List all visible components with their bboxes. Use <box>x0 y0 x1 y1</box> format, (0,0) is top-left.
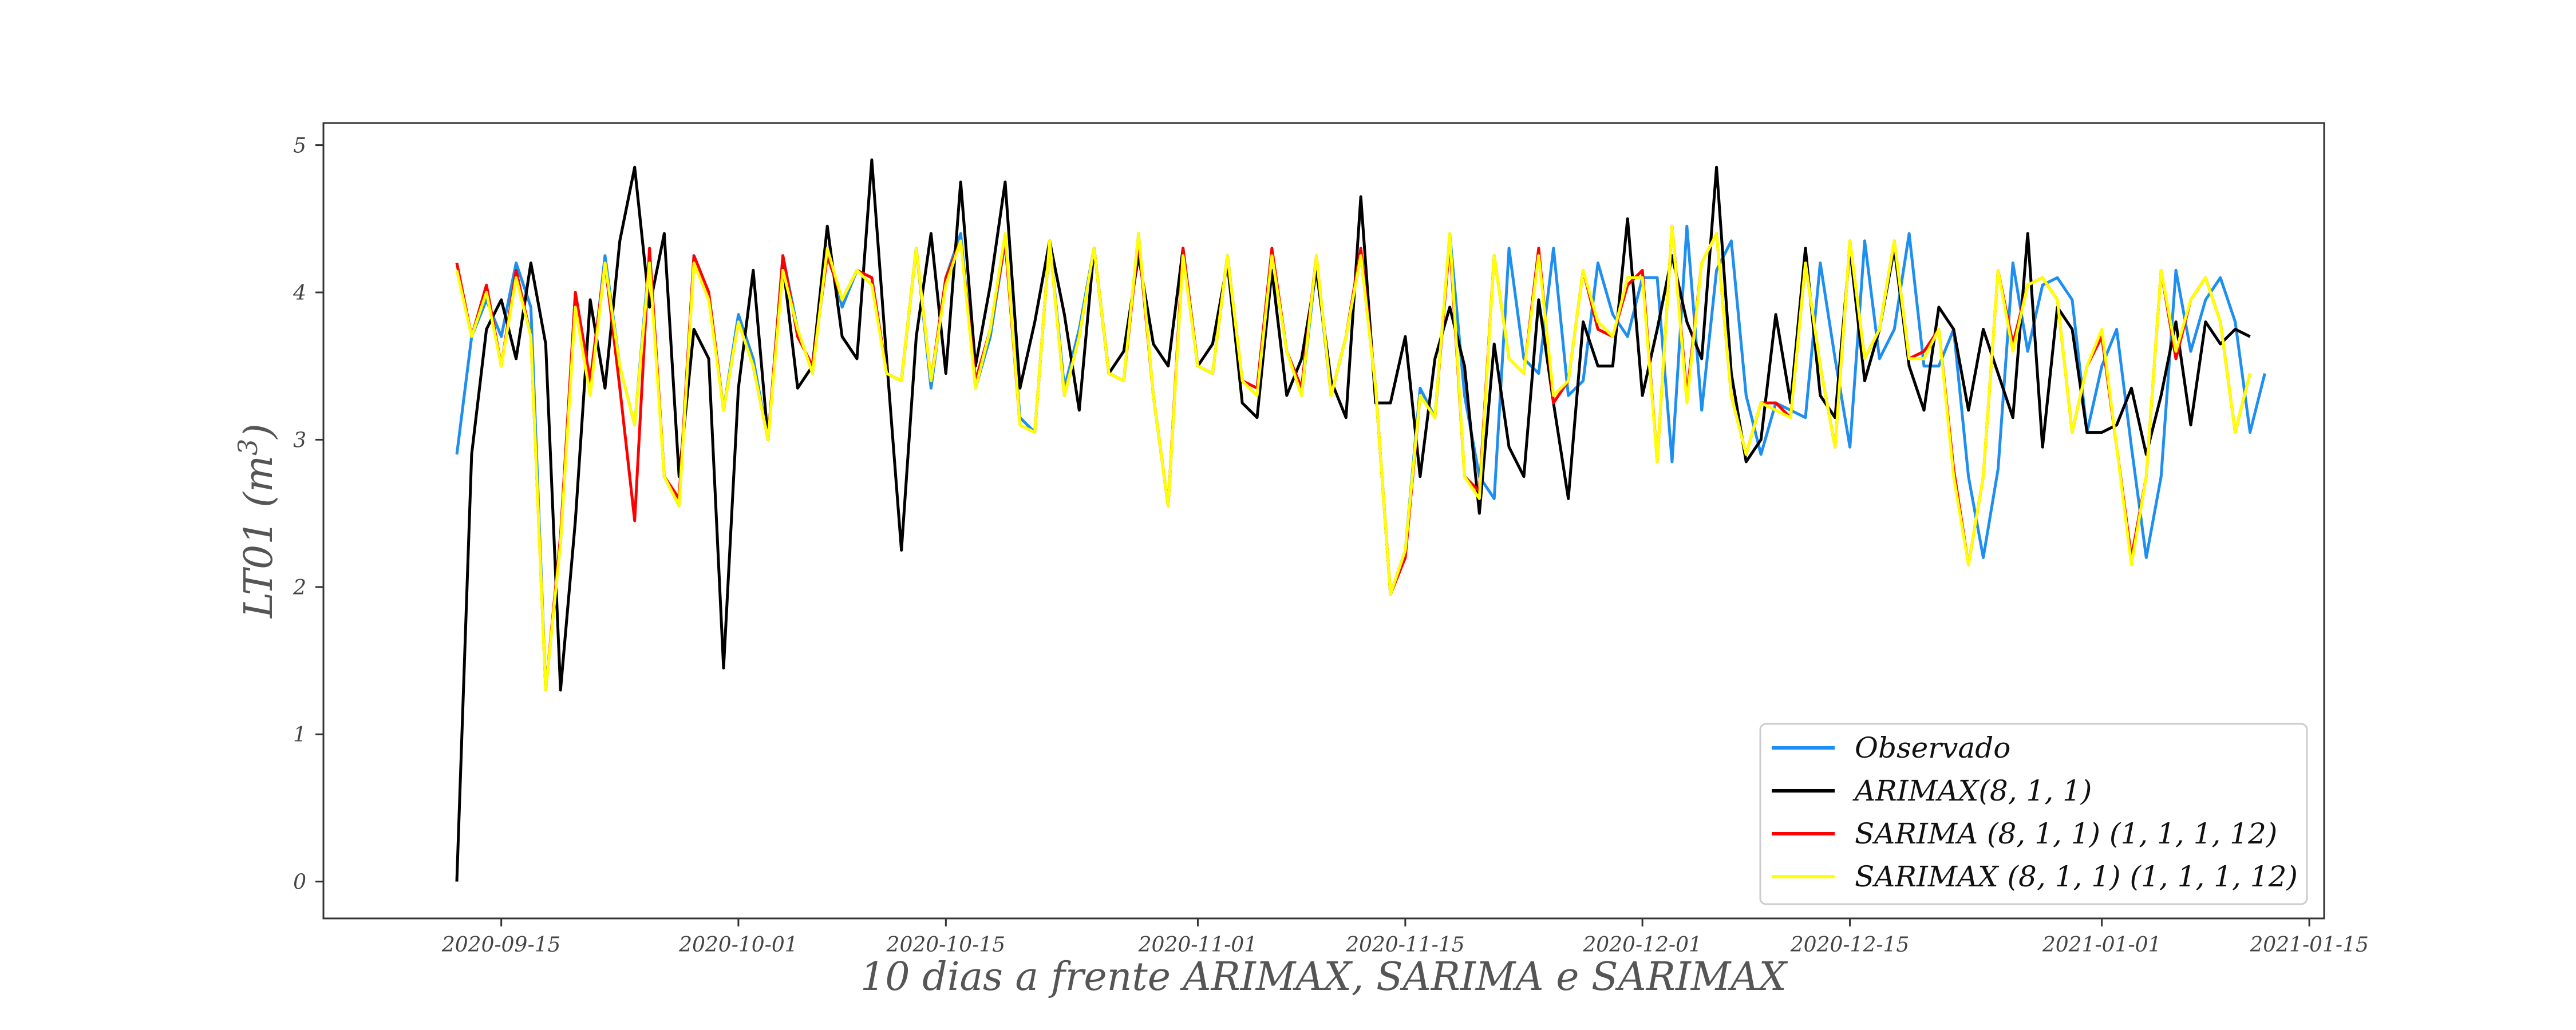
y-tick-label: 0 <box>293 871 306 894</box>
legend-label-sarimax: SARIMAX (8, 1, 1) (1, 1, 1, 12) <box>1855 860 2298 893</box>
y-axis-title-base: LT01 (m <box>236 455 282 619</box>
series-layer <box>455 158 2266 882</box>
y-axis-title: LT01 (m3) <box>232 423 282 619</box>
legend-label-sarima: SARIMA (8, 1, 1) (1, 1, 1, 12) <box>1855 817 2277 850</box>
y-tick-label: 1 <box>293 723 306 747</box>
x-tick-label: 2021-01-01 <box>2042 933 2162 957</box>
y-tick-label: 5 <box>293 134 306 158</box>
y-tick-label: 2 <box>293 576 306 600</box>
series-line-sarimax <box>455 224 2252 692</box>
x-axis-title: 10 dias a frente ARIMAX, SARIMA e SARIMA… <box>860 954 1788 1000</box>
x-tick-label: 2020-12-01 <box>1582 933 1702 957</box>
y-axis: 0 1 2 3 4 5 <box>293 134 323 894</box>
x-tick-label: 2020-10-15 <box>886 933 1006 957</box>
x-axis: 2020-09-15 2020-10-01 2020-10-15 2020-11-01… <box>441 918 2369 957</box>
legend-box <box>1759 723 2308 905</box>
x-tick-label: 2020-10-01 <box>678 933 798 957</box>
legend-label-arimax: ARIMAX(8, 1, 1) <box>1852 774 2092 807</box>
x-tick-label: 2020-11-15 <box>1345 933 1465 957</box>
x-tick-label: 2020-09-15 <box>441 933 561 957</box>
y-axis-title-close: ) <box>236 423 282 440</box>
legend-label-observado: Observado <box>1855 731 2010 764</box>
x-tick-label: 2020-12-15 <box>1790 933 1910 957</box>
series-line-arimax <box>455 158 2251 882</box>
x-tick-label: 2021-01-15 <box>2249 933 2369 957</box>
y-tick-label: 4 <box>293 282 306 305</box>
legend: Observado ARIMAX(8, 1, 1) SARIMA (8, 1, … <box>1759 723 2308 905</box>
y-axis-title-superscript: 3 <box>232 439 263 455</box>
y-tick-label: 3 <box>293 429 306 452</box>
x-tick-label: 2020-11-01 <box>1138 933 1258 957</box>
